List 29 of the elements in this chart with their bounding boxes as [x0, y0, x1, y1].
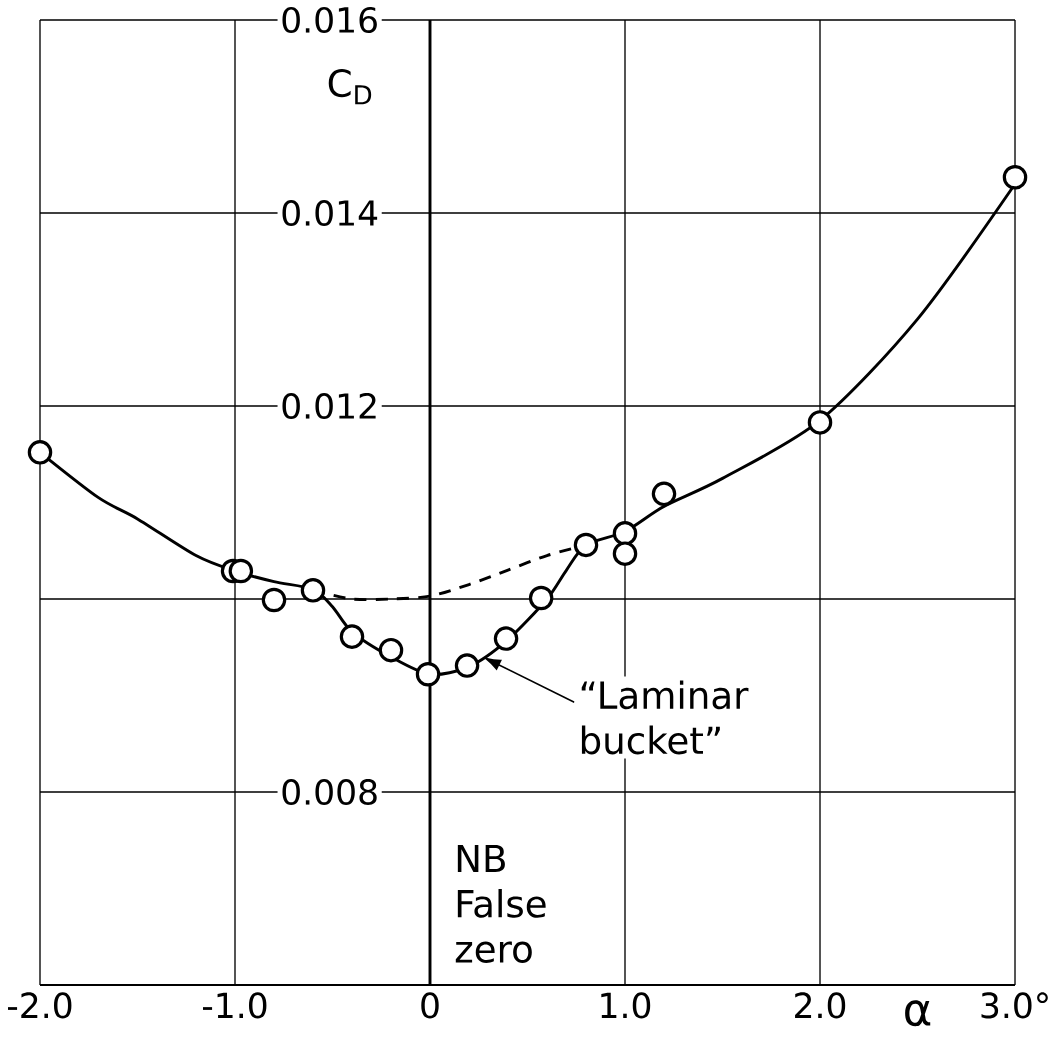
point: [807, 410, 833, 435]
point: [415, 662, 441, 687]
point: [27, 440, 53, 465]
point: [339, 624, 365, 649]
x-tick-label: 0: [421, 992, 439, 1019]
x-tick-label: 2.0: [795, 992, 846, 1019]
y-axis-title: C$_{D}$: [328, 69, 372, 105]
point: [651, 481, 677, 507]
x-tick-label: -1.0: [202, 992, 267, 1019]
y-tick-label: 0.012: [282, 392, 376, 420]
point: [612, 521, 638, 546]
annotation: NB False zero: [455, 844, 546, 963]
x-tick-label: 3.0°: [981, 992, 1048, 1019]
point: [454, 653, 480, 678]
annotation: “Laminar bucket”: [581, 680, 749, 755]
y-tick-label: 0.008: [282, 778, 377, 806]
point: [300, 578, 326, 603]
point: [228, 558, 254, 584]
x-axis-title: α: [905, 1000, 931, 1027]
x-tick-label: -2.0: [7, 992, 72, 1019]
point: [528, 585, 554, 611]
point: [378, 637, 404, 663]
point: [493, 626, 519, 651]
point: [612, 541, 638, 566]
point: [573, 532, 599, 558]
x-tick-label: 1.0: [601, 992, 651, 1019]
y-tick-label: 0.016: [282, 6, 377, 34]
point: [261, 587, 287, 613]
y-tick-label: 0.014: [282, 199, 378, 227]
